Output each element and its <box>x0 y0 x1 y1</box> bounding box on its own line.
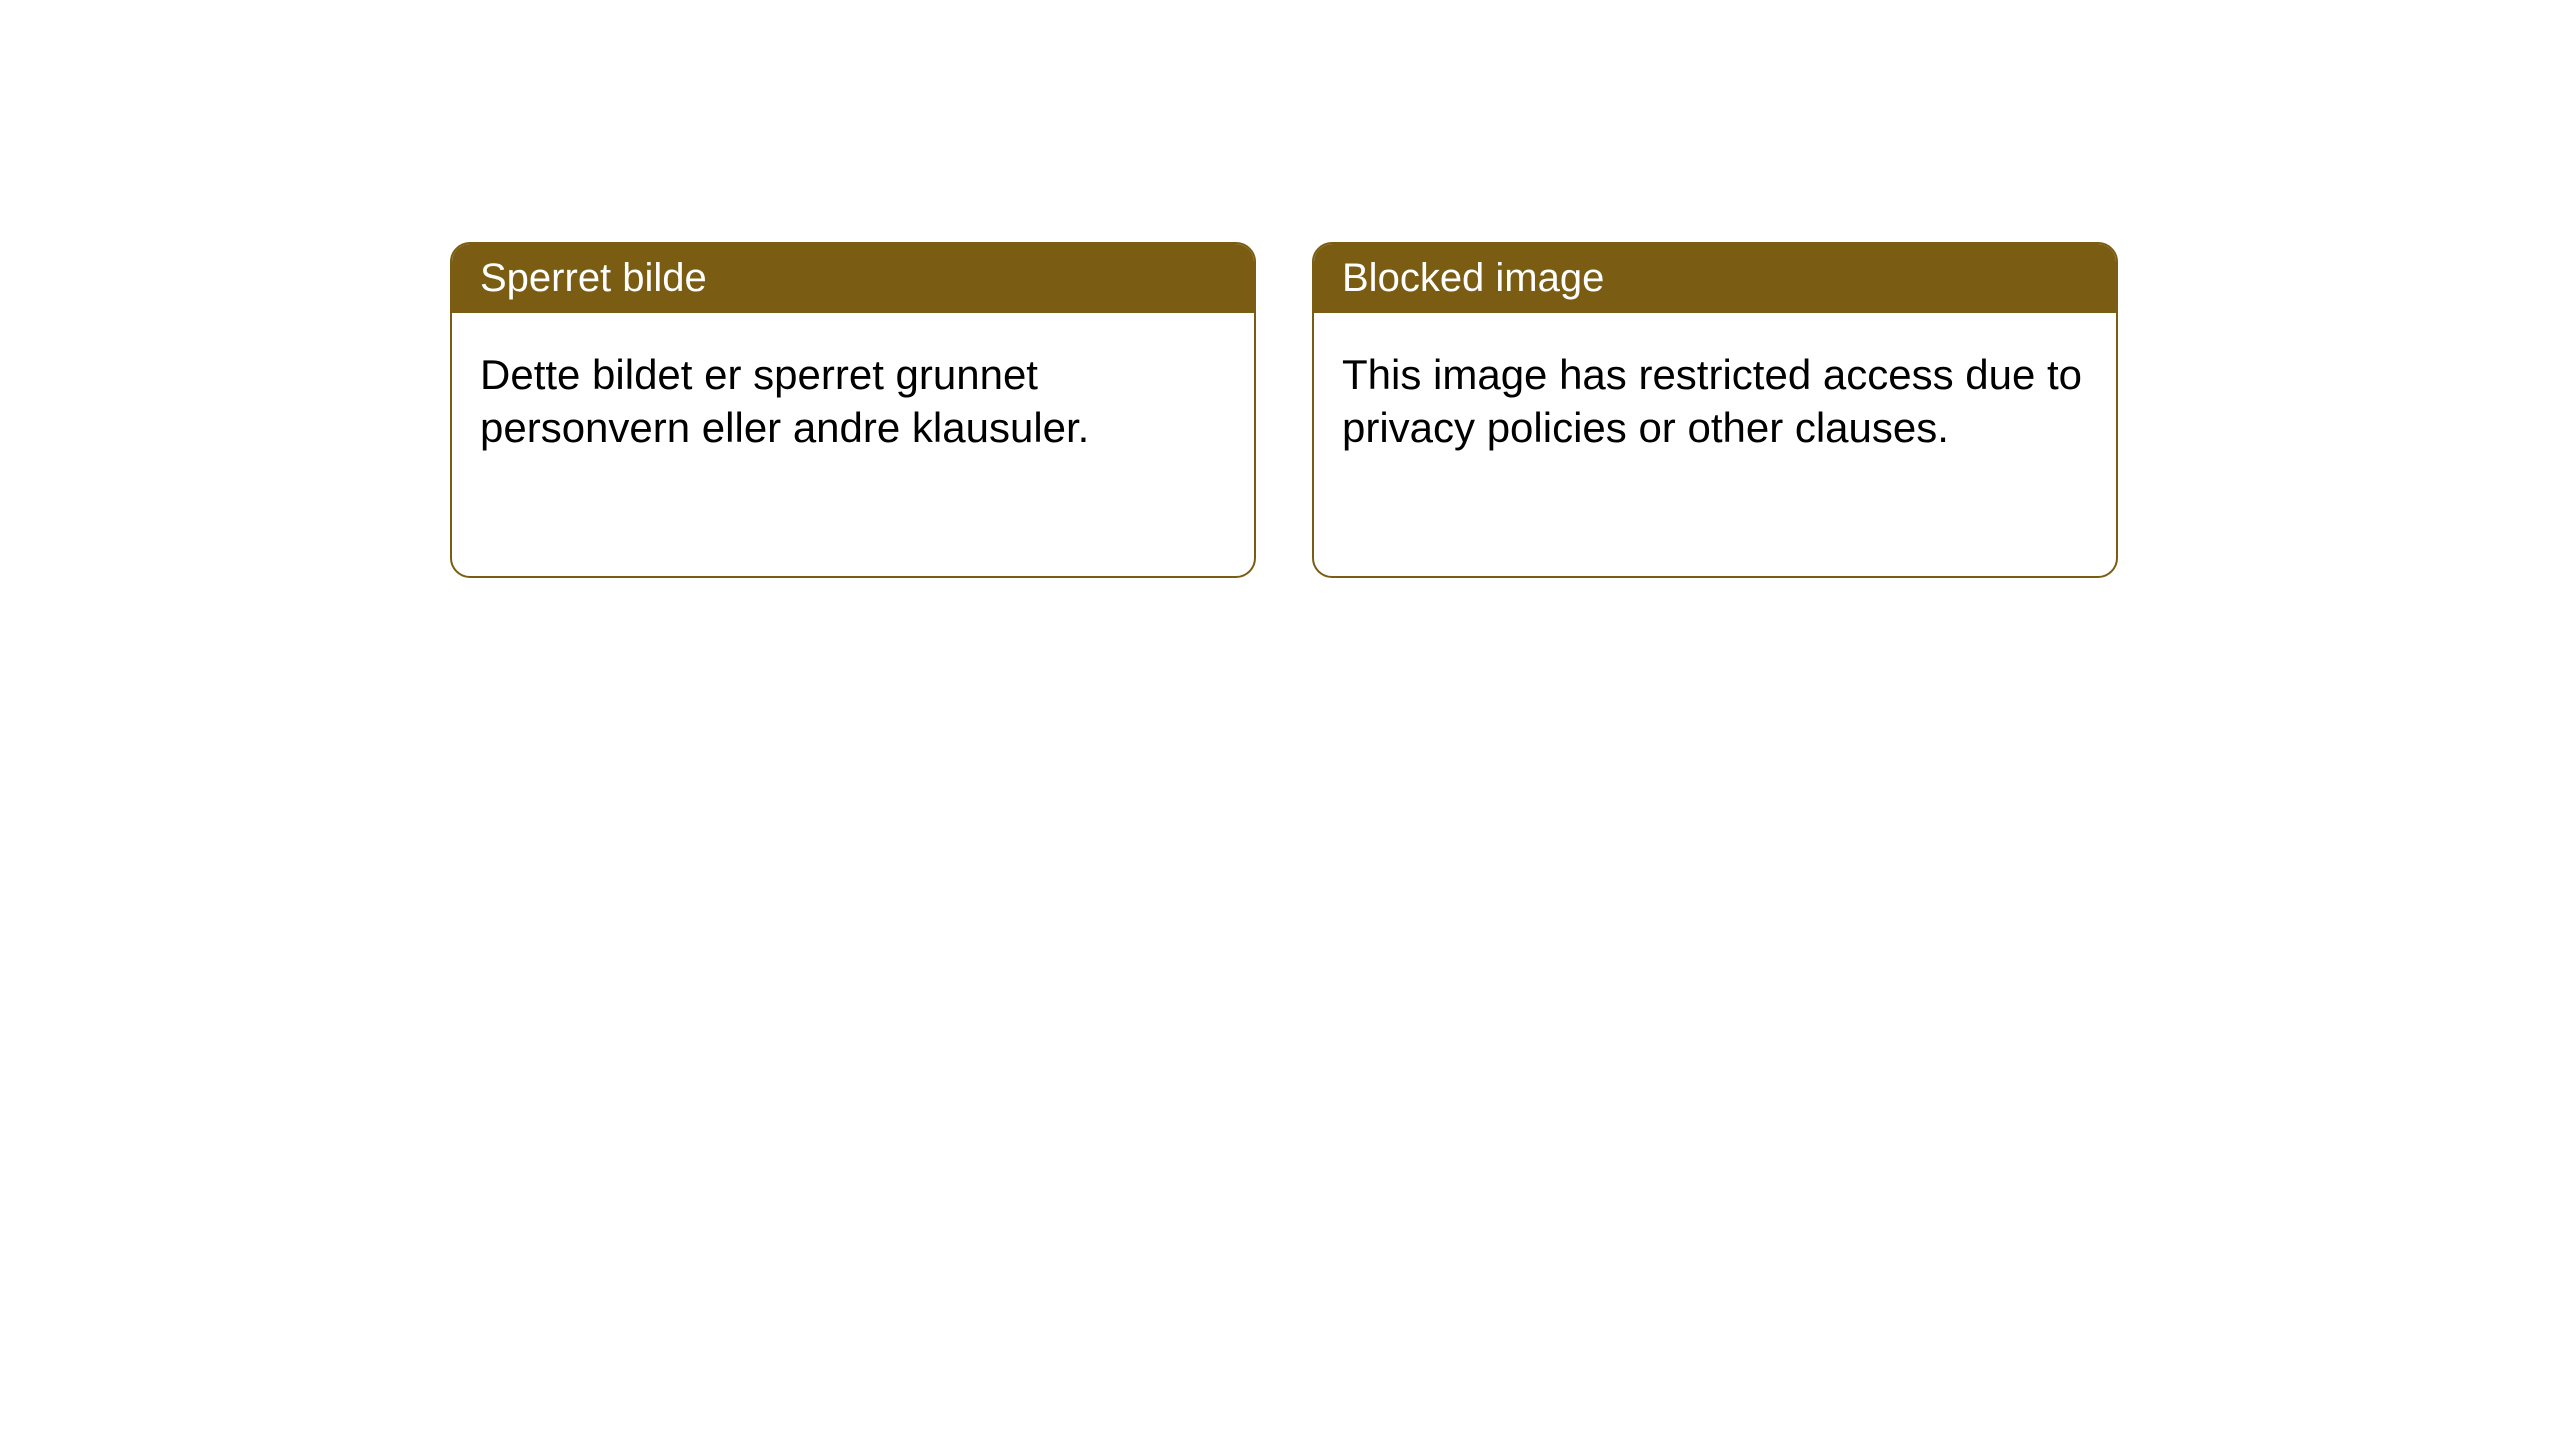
card-title: Blocked image <box>1342 256 1604 300</box>
card-header: Blocked image <box>1314 244 2116 313</box>
card-body: Dette bildet er sperret grunnet personve… <box>452 313 1254 490</box>
notice-card-english: Blocked image This image has restricted … <box>1312 242 2118 578</box>
notice-container: Sperret bilde Dette bildet er sperret gr… <box>450 242 2118 578</box>
card-header: Sperret bilde <box>452 244 1254 313</box>
card-body: This image has restricted access due to … <box>1314 313 2116 490</box>
card-message: This image has restricted access due to … <box>1342 351 2082 451</box>
card-title: Sperret bilde <box>480 256 707 300</box>
card-message: Dette bildet er sperret grunnet personve… <box>480 351 1089 451</box>
notice-card-norwegian: Sperret bilde Dette bildet er sperret gr… <box>450 242 1256 578</box>
